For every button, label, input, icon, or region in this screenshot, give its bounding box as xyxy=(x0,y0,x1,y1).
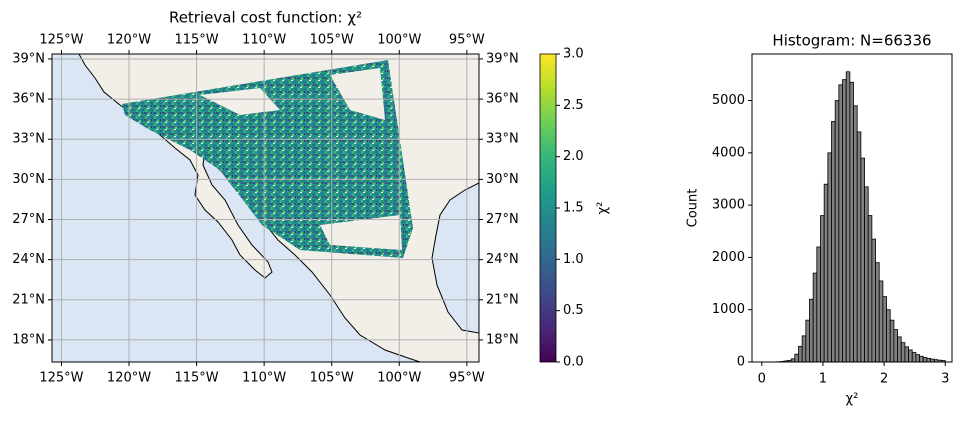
y-tick-label: 4000 xyxy=(712,145,745,160)
x-axis-label: χ² xyxy=(846,392,859,407)
histogram-bar xyxy=(894,330,898,362)
y-tick-label: 24°N xyxy=(12,252,45,267)
colorbar-tick-label: 3.0 xyxy=(563,47,584,62)
map-background xyxy=(52,54,479,362)
histogram-bar xyxy=(839,85,843,362)
x-tick-label: 105°W xyxy=(310,371,354,386)
histogram-bar xyxy=(901,343,905,362)
histogram-bar xyxy=(912,353,916,362)
histogram-bar xyxy=(890,320,894,362)
histogram-bar xyxy=(824,184,828,362)
histogram-bar xyxy=(872,239,876,362)
x-tick-label: 110°W xyxy=(242,371,286,386)
y-tick-label: 21°N xyxy=(486,292,519,307)
x-tick-label: 120°W xyxy=(107,33,151,48)
histogram-bar xyxy=(887,310,891,362)
histogram-bar xyxy=(828,153,832,362)
histogram-bar xyxy=(850,82,854,362)
y-tick-label: 5000 xyxy=(712,93,745,108)
x-tick-label: 100°W xyxy=(377,371,421,386)
histogram-bar xyxy=(879,281,883,362)
histogram-bar xyxy=(832,121,836,362)
x-tick-label: 125°W xyxy=(39,33,83,48)
y-tick-label: 27°N xyxy=(12,212,45,227)
colorbar-tick-label: 2.0 xyxy=(563,149,584,164)
y-tick-label: 2000 xyxy=(712,250,745,265)
histogram-bar xyxy=(813,273,817,362)
histogram-bar xyxy=(821,216,825,362)
histogram-bar xyxy=(843,80,847,362)
histogram-bar xyxy=(883,297,887,362)
x-tick-label: 115°W xyxy=(174,33,218,48)
map-title: Retrieval cost function: χ² xyxy=(169,9,362,27)
x-tick-label: 110°W xyxy=(242,33,286,48)
y-axis-label: Count xyxy=(686,189,701,228)
x-tick-label: 115°W xyxy=(174,371,218,386)
y-tick-label: 3000 xyxy=(712,198,745,213)
y-tick-label: 39°N xyxy=(486,51,519,66)
histogram-bar xyxy=(802,336,806,362)
histogram-bar xyxy=(854,106,858,362)
histogram-bar xyxy=(905,347,909,362)
histogram-bar xyxy=(876,263,880,362)
colorbar-tick-label: 1.5 xyxy=(563,201,584,216)
y-tick-label: 18°N xyxy=(12,332,45,347)
y-tick-label: 0 xyxy=(737,355,745,370)
histogram-bar xyxy=(920,356,924,362)
histogram-bar xyxy=(795,354,799,362)
y-tick-label: 24°N xyxy=(486,252,519,267)
y-tick-label: 30°N xyxy=(486,172,519,187)
y-tick-label: 18°N xyxy=(486,332,519,347)
colorbar xyxy=(540,54,556,362)
histogram-bar xyxy=(809,299,813,362)
x-tick-label: 125°W xyxy=(39,371,83,386)
x-tick-label: 95°W xyxy=(449,33,485,48)
colorbar-tick-label: 2.5 xyxy=(563,98,584,113)
y-tick-label: 21°N xyxy=(12,292,45,307)
y-tick-label: 36°N xyxy=(12,92,45,107)
x-tick-label: 3 xyxy=(941,372,949,387)
y-tick-label: 33°N xyxy=(486,132,519,147)
histogram-bar xyxy=(806,320,810,362)
y-tick-label: 27°N xyxy=(486,212,519,227)
histogram-bar xyxy=(898,337,902,362)
histogram-bar xyxy=(835,101,839,362)
y-tick-label: 39°N xyxy=(12,51,45,66)
y-tick-label: 1000 xyxy=(712,302,745,317)
histogram-bar xyxy=(916,355,920,362)
histogram-bar xyxy=(927,358,931,362)
x-tick-label: 100°W xyxy=(377,33,421,48)
x-tick-label: 105°W xyxy=(310,33,354,48)
y-tick-label: 30°N xyxy=(12,172,45,187)
colorbar-tick-label: 0.0 xyxy=(563,355,584,370)
histogram-bar xyxy=(923,358,927,362)
x-tick-label: 120°W xyxy=(107,371,151,386)
histogram-bar xyxy=(857,132,861,362)
histogram-bar xyxy=(798,346,802,362)
x-tick-label: 1 xyxy=(819,372,827,387)
y-tick-label: 33°N xyxy=(12,132,45,147)
histogram-bar xyxy=(861,158,865,362)
histogram-bar xyxy=(865,187,869,362)
histogram-bar xyxy=(817,247,821,362)
histogram-bar xyxy=(909,350,913,362)
colorbar-label: χ² xyxy=(596,202,611,215)
histogram-bar xyxy=(868,216,872,362)
x-tick-label: 95°W xyxy=(449,371,485,386)
x-tick-label: 2 xyxy=(880,372,888,387)
colorbar-tick-label: 0.5 xyxy=(563,303,584,318)
histogram-bar xyxy=(846,72,850,362)
x-tick-label: 0 xyxy=(758,372,766,387)
histogram-title: Histogram: N=66336 xyxy=(772,32,931,50)
colorbar-tick-label: 1.0 xyxy=(563,252,584,267)
y-tick-label: 36°N xyxy=(486,92,519,107)
